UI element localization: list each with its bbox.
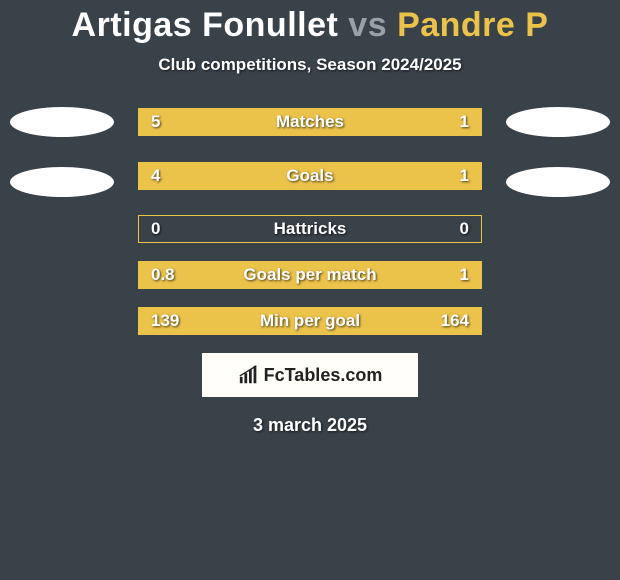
player1-avatar-placeholder bbox=[10, 107, 114, 137]
chart-bars-icon bbox=[238, 364, 260, 386]
stat-bar: 0Hattricks0 bbox=[138, 215, 482, 243]
stat-row: 0.8Goals per match1 bbox=[0, 261, 620, 289]
stat-label: Goals bbox=[139, 163, 481, 189]
stat-bar: 4Goals1 bbox=[138, 162, 482, 190]
subtitle: Club competitions, Season 2024/2025 bbox=[0, 55, 620, 75]
fctables-label: FcTables.com bbox=[264, 365, 383, 386]
stat-rows: 5Matches1 4Goals1 0Hattricks0 0.8Goals per … bbox=[0, 107, 620, 335]
stat-value-right: 164 bbox=[441, 308, 469, 334]
player1-name: Artigas Fonullet bbox=[72, 6, 339, 44]
stat-label: Hattricks bbox=[139, 216, 481, 242]
stat-value-right: 1 bbox=[460, 109, 469, 135]
stat-label: Min per goal bbox=[139, 308, 481, 334]
stat-label: Goals per match bbox=[139, 262, 481, 288]
stat-value-right: 1 bbox=[460, 262, 469, 288]
date-text: 3 march 2025 bbox=[0, 415, 620, 436]
player2-avatar-placeholder bbox=[506, 167, 610, 197]
vs-text: vs bbox=[348, 6, 387, 44]
stat-bar: 0.8Goals per match1 bbox=[138, 261, 482, 289]
stat-value-right: 0 bbox=[460, 216, 469, 242]
comparison-title: Artigas Fonullet vs Pandre P bbox=[0, 0, 620, 45]
player2-avatar-placeholder bbox=[506, 107, 610, 137]
player2-name: Pandre P bbox=[397, 6, 548, 44]
stat-row: 5Matches1 bbox=[0, 107, 620, 137]
stat-row: 139Min per goal164 bbox=[0, 307, 620, 335]
stat-bar: 5Matches1 bbox=[138, 108, 482, 136]
stat-bar: 139Min per goal164 bbox=[138, 307, 482, 335]
fctables-badge[interactable]: FcTables.com bbox=[202, 353, 418, 397]
stat-row: 0Hattricks0 bbox=[0, 215, 620, 243]
stat-value-right: 1 bbox=[460, 163, 469, 189]
player1-avatar-placeholder bbox=[10, 167, 114, 197]
stat-label: Matches bbox=[139, 109, 481, 135]
stat-row: 4Goals1 bbox=[0, 155, 620, 197]
